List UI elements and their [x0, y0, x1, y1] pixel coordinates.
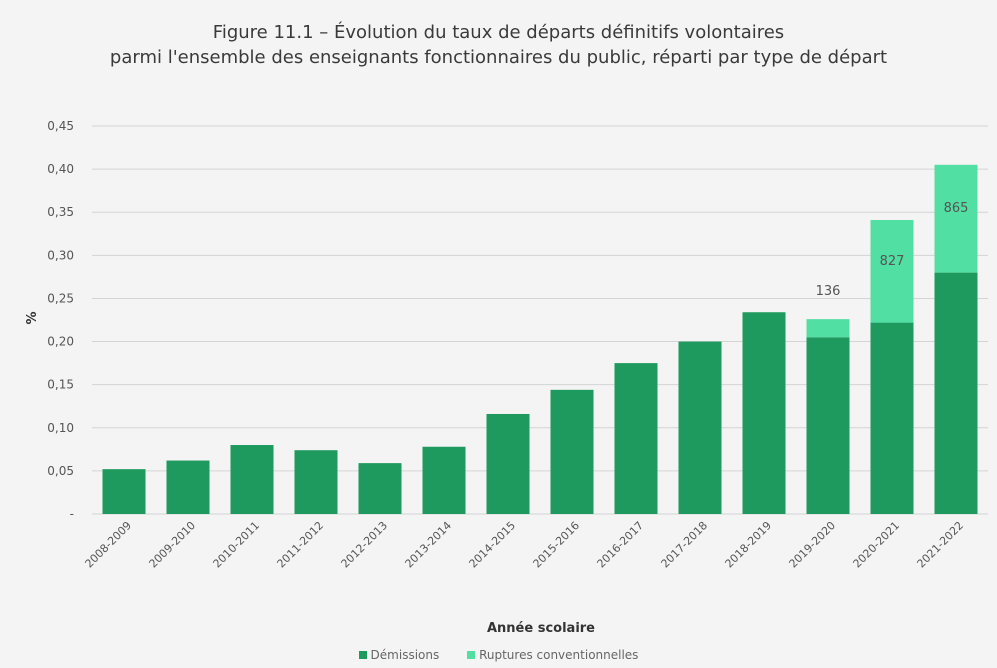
- bars: [102, 164, 978, 514]
- x-tick-label: 2021-2022: [915, 519, 967, 571]
- bar-demissions: [742, 312, 786, 514]
- x-tick-label: 2014-2015: [467, 519, 519, 571]
- x-tick-label: 2017-2018: [659, 519, 711, 571]
- y-axis-ticks: - 0,05 0,10 0,15 0,20 0,25 0,30 0,35 0,40 0,45: [47, 119, 74, 521]
- x-tick-label: 2011-2012: [275, 519, 327, 571]
- gridlines: [92, 125, 988, 515]
- x-tick-label: 2013-2014: [403, 519, 455, 571]
- bar-annotation: 865: [944, 201, 969, 216]
- bar-ruptures: [806, 319, 850, 338]
- y-tick-label: 0,35: [47, 205, 74, 219]
- y-tick-label: 0,05: [47, 464, 74, 478]
- chart-title: Figure 11.1 – Évolution du taux de dépar…: [212, 22, 785, 43]
- legend-label-ruptures: Ruptures conventionnelles: [479, 648, 639, 662]
- bar-ruptures: [870, 219, 914, 323]
- legend-item-demissions: Démissions: [358, 648, 440, 662]
- y-tick-label: 0,45: [47, 119, 74, 133]
- bar-ruptures: [934, 164, 978, 273]
- bar-demissions: [294, 450, 338, 514]
- bar-annotation: 827: [880, 254, 905, 269]
- y-tick-label: -: [70, 507, 74, 521]
- bar-demissions: [678, 341, 722, 514]
- bar-annotation: 136: [816, 284, 841, 299]
- bar-demissions: [230, 445, 274, 514]
- x-tick-label: 2009-2010: [147, 519, 199, 571]
- bar-demissions: [166, 460, 210, 514]
- x-tick-label: 2019-2020: [787, 519, 839, 571]
- y-tick-label: 0,15: [47, 378, 74, 392]
- legend-swatch-demissions: [358, 651, 367, 659]
- legend-item-ruptures: Ruptures conventionnelles: [467, 648, 638, 662]
- x-tick-label: 2012-2013: [339, 519, 391, 571]
- bar-demissions: [486, 413, 530, 514]
- x-tick-label: 2010-2011: [211, 519, 263, 571]
- x-tick-label: 2016-2017: [595, 519, 647, 571]
- y-tick-label: 0,25: [47, 291, 74, 305]
- x-axis-label: Année scolaire: [487, 621, 595, 636]
- x-tick-label: 2018-2019: [723, 519, 775, 571]
- legend-swatch-ruptures: [467, 651, 476, 659]
- chart-subtitle: parmi l'ensemble des enseignants fonctio…: [109, 47, 888, 68]
- legend-label-demissions: Démissions: [370, 648, 440, 662]
- y-tick-label: 0,30: [47, 248, 74, 262]
- bar-demissions: [934, 272, 978, 514]
- y-tick-label: 0,40: [47, 162, 74, 176]
- x-tick-label: 2020-2021: [851, 519, 903, 571]
- y-axis-label: %: [25, 311, 40, 324]
- y-tick-label: 0,20: [47, 335, 74, 349]
- bar-demissions: [806, 337, 850, 514]
- bar-annotations: 136 827 865: [816, 201, 969, 299]
- chart-title-block: Figure 11.1 – Évolution du taux de dépar…: [0, 20, 997, 70]
- bar-demissions: [422, 446, 466, 514]
- x-axis-ticks: 2008-2009 2009-2010 2010-2011 2011-2012 2012…: [83, 519, 967, 571]
- x-tick-label: 2015-2016: [531, 519, 583, 571]
- y-tick-label: 0,10: [47, 421, 74, 435]
- bar-demissions: [614, 363, 658, 514]
- bar-demissions: [870, 322, 914, 514]
- bar-demissions: [550, 389, 594, 514]
- x-tick-label: 2008-2009: [83, 519, 135, 571]
- chart-legend: Démissions Ruptures conventionnelles: [0, 648, 997, 662]
- bar-demissions: [358, 463, 402, 514]
- bar-demissions: [102, 469, 146, 514]
